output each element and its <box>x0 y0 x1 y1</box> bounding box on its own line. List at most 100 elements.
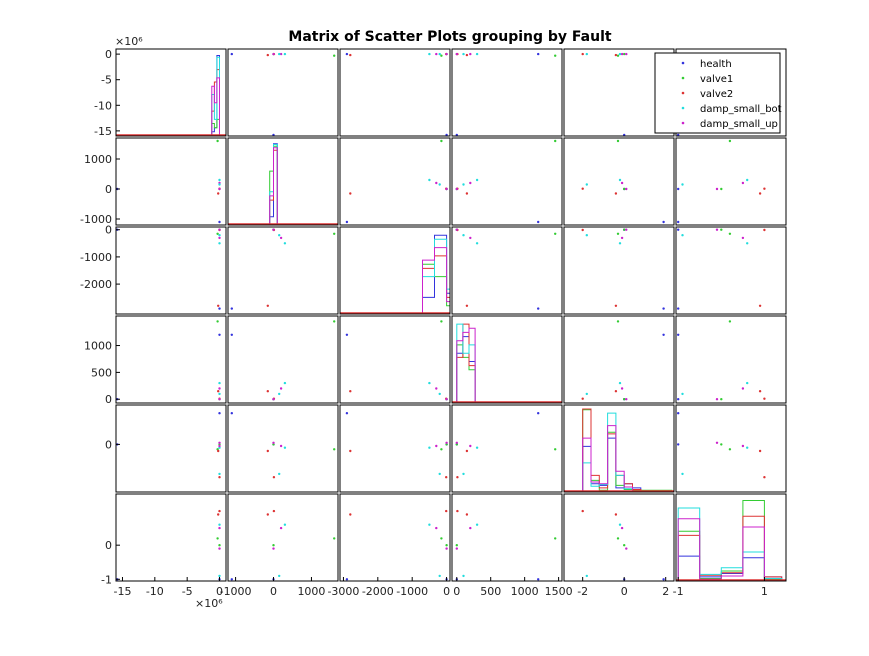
point-2-4-6 <box>616 232 620 235</box>
legend-label-damp_small_bot: damp_small_bot <box>700 104 782 115</box>
point-2-3-6 <box>554 232 557 235</box>
point-5-4-9 <box>625 547 628 550</box>
point-5-3-7 <box>465 513 469 516</box>
point-5-1-2 <box>272 509 276 513</box>
panel-3-4 <box>563 315 675 404</box>
point-1-2-7 <box>349 192 352 195</box>
point-3-4-2 <box>581 397 584 400</box>
panel-frame <box>675 226 787 315</box>
x-tick-label: 0 <box>216 585 223 598</box>
point-3-2-5 <box>345 333 349 336</box>
point-5-1-8 <box>278 574 281 578</box>
y-tick-label: 0 <box>105 438 112 451</box>
histogram-3-damp_small_up <box>456 327 476 403</box>
point-3-5-8 <box>681 392 684 396</box>
point-1-4-4 <box>620 181 624 185</box>
point-1-4-5 <box>662 220 665 224</box>
point-3-1-8 <box>278 392 281 396</box>
point-4-5-3 <box>746 446 749 449</box>
point-4-2-8 <box>438 472 441 476</box>
panel-1-0: 1000 0 -1000 <box>80 137 227 226</box>
point-5-0-9 <box>218 547 221 550</box>
point-5-2-6 <box>440 537 443 540</box>
point-0-1-8 <box>278 52 281 56</box>
point-2-4-8 <box>585 234 588 237</box>
point-5-1-4 <box>279 526 283 530</box>
point-2-5-1 <box>720 228 723 231</box>
point-4-0-7 <box>217 449 220 453</box>
panel-4-5 <box>675 404 787 493</box>
point-0-1-4 <box>279 52 283 56</box>
point-1-0-7 <box>217 192 220 195</box>
point-5-0-4 <box>218 526 221 530</box>
point-0-2-7 <box>349 53 352 57</box>
point-5-0-2 <box>218 509 221 513</box>
point-0-4-3 <box>618 52 622 56</box>
panel-frame <box>563 404 675 493</box>
point-1-4-8 <box>585 183 588 186</box>
x-tick-label: -10 <box>146 585 164 598</box>
point-4-3-3 <box>475 446 479 449</box>
point-0-2-4 <box>435 52 438 56</box>
panel-frame <box>115 226 227 315</box>
exponent-label-bottom: ×10⁶ <box>195 597 223 610</box>
point-2-3-5 <box>537 307 540 310</box>
x-tick-label: -2000 <box>362 585 394 598</box>
point-5-4-7 <box>614 513 618 516</box>
panel-0-3 <box>451 48 563 137</box>
panel-4-0: 0 <box>105 404 227 493</box>
point-1-2-9 <box>445 187 448 191</box>
point-1-0-3 <box>218 178 221 182</box>
point-2-0-3 <box>218 242 221 245</box>
point-5-2-2 <box>445 509 448 513</box>
point-2-3-8 <box>462 234 465 237</box>
panel-5-2: -3000 -2000 -1000 0 <box>327 493 451 598</box>
panel-frame <box>675 493 787 582</box>
point-2-0-9 <box>218 228 221 231</box>
panel-frame <box>339 137 451 226</box>
point-1-2-8 <box>438 183 441 186</box>
panel-4-3 <box>451 404 563 493</box>
point-2-5-9 <box>715 228 719 231</box>
point-2-1-8 <box>278 234 281 237</box>
panel-1-5 <box>675 137 787 226</box>
point-5-2-5 <box>345 578 349 581</box>
panel-frame <box>339 315 451 404</box>
point-5-2-7 <box>349 513 352 516</box>
panel-frame <box>563 493 675 582</box>
x-tick-label: -1 <box>673 585 684 598</box>
y-tick-label: 0 <box>105 224 112 237</box>
point-1-3-8 <box>462 183 465 186</box>
point-1-2-4 <box>435 181 438 185</box>
panel-frame <box>227 48 339 137</box>
point-4-5-4 <box>741 444 745 448</box>
point-4-1-4 <box>279 444 283 448</box>
point-4-1-9 <box>272 441 275 444</box>
point-3-4-3 <box>618 381 622 385</box>
y-tick-label: -10 <box>94 99 112 112</box>
point-3-4-7 <box>614 390 618 393</box>
panel-frame <box>451 315 563 404</box>
panel-1-3 <box>451 137 563 226</box>
point-4-3-6 <box>554 448 557 451</box>
point-5-2-3 <box>428 523 431 526</box>
histogram-0-damp_small_bot <box>211 56 220 136</box>
panel-5-4: -2 0 2 <box>563 493 675 598</box>
panel-frame <box>339 493 451 582</box>
point-5-2-8 <box>438 574 441 578</box>
point-0-2-6 <box>440 54 443 57</box>
point-2-0-8 <box>218 234 221 237</box>
point-4-2-4 <box>435 444 438 448</box>
histogram-0-damp_small_up <box>211 77 220 136</box>
panel-2-3 <box>451 226 563 315</box>
panel-frame <box>115 404 227 493</box>
point-2-5-8 <box>681 234 684 237</box>
point-4-2-6 <box>440 448 443 451</box>
point-4-3-8 <box>462 472 465 476</box>
point-1-5-7 <box>758 192 762 195</box>
point-1-3-7 <box>465 192 469 195</box>
point-5-1-3 <box>283 523 287 526</box>
point-0-2-8 <box>438 52 441 56</box>
panel-frame <box>451 493 563 582</box>
panel-frame <box>563 315 675 404</box>
